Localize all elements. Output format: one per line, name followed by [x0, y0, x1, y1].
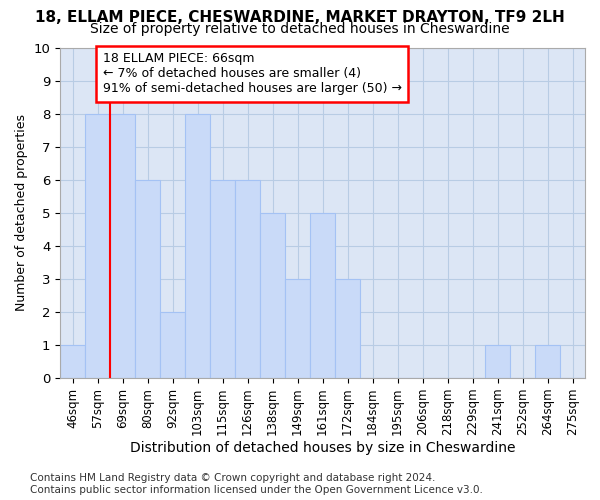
Text: Size of property relative to detached houses in Cheswardine: Size of property relative to detached ho…	[90, 22, 510, 36]
Bar	[485, 345, 510, 378]
Bar	[335, 279, 360, 378]
Bar	[110, 114, 135, 378]
Bar	[285, 279, 310, 378]
Y-axis label: Number of detached properties: Number of detached properties	[15, 114, 28, 312]
Bar	[135, 180, 160, 378]
Bar	[260, 213, 285, 378]
Bar	[535, 345, 560, 378]
Bar	[235, 180, 260, 378]
Bar	[160, 312, 185, 378]
Bar	[210, 180, 235, 378]
Text: 18, ELLAM PIECE, CHESWARDINE, MARKET DRAYTON, TF9 2LH: 18, ELLAM PIECE, CHESWARDINE, MARKET DRA…	[35, 10, 565, 25]
Bar	[185, 114, 210, 378]
Bar	[85, 114, 110, 378]
X-axis label: Distribution of detached houses by size in Cheswardine: Distribution of detached houses by size …	[130, 441, 515, 455]
Bar	[60, 345, 85, 378]
Text: 18 ELLAM PIECE: 66sqm
← 7% of detached houses are smaller (4)
91% of semi-detach: 18 ELLAM PIECE: 66sqm ← 7% of detached h…	[103, 52, 401, 96]
Bar	[310, 213, 335, 378]
Text: Contains HM Land Registry data © Crown copyright and database right 2024.
Contai: Contains HM Land Registry data © Crown c…	[30, 474, 483, 495]
